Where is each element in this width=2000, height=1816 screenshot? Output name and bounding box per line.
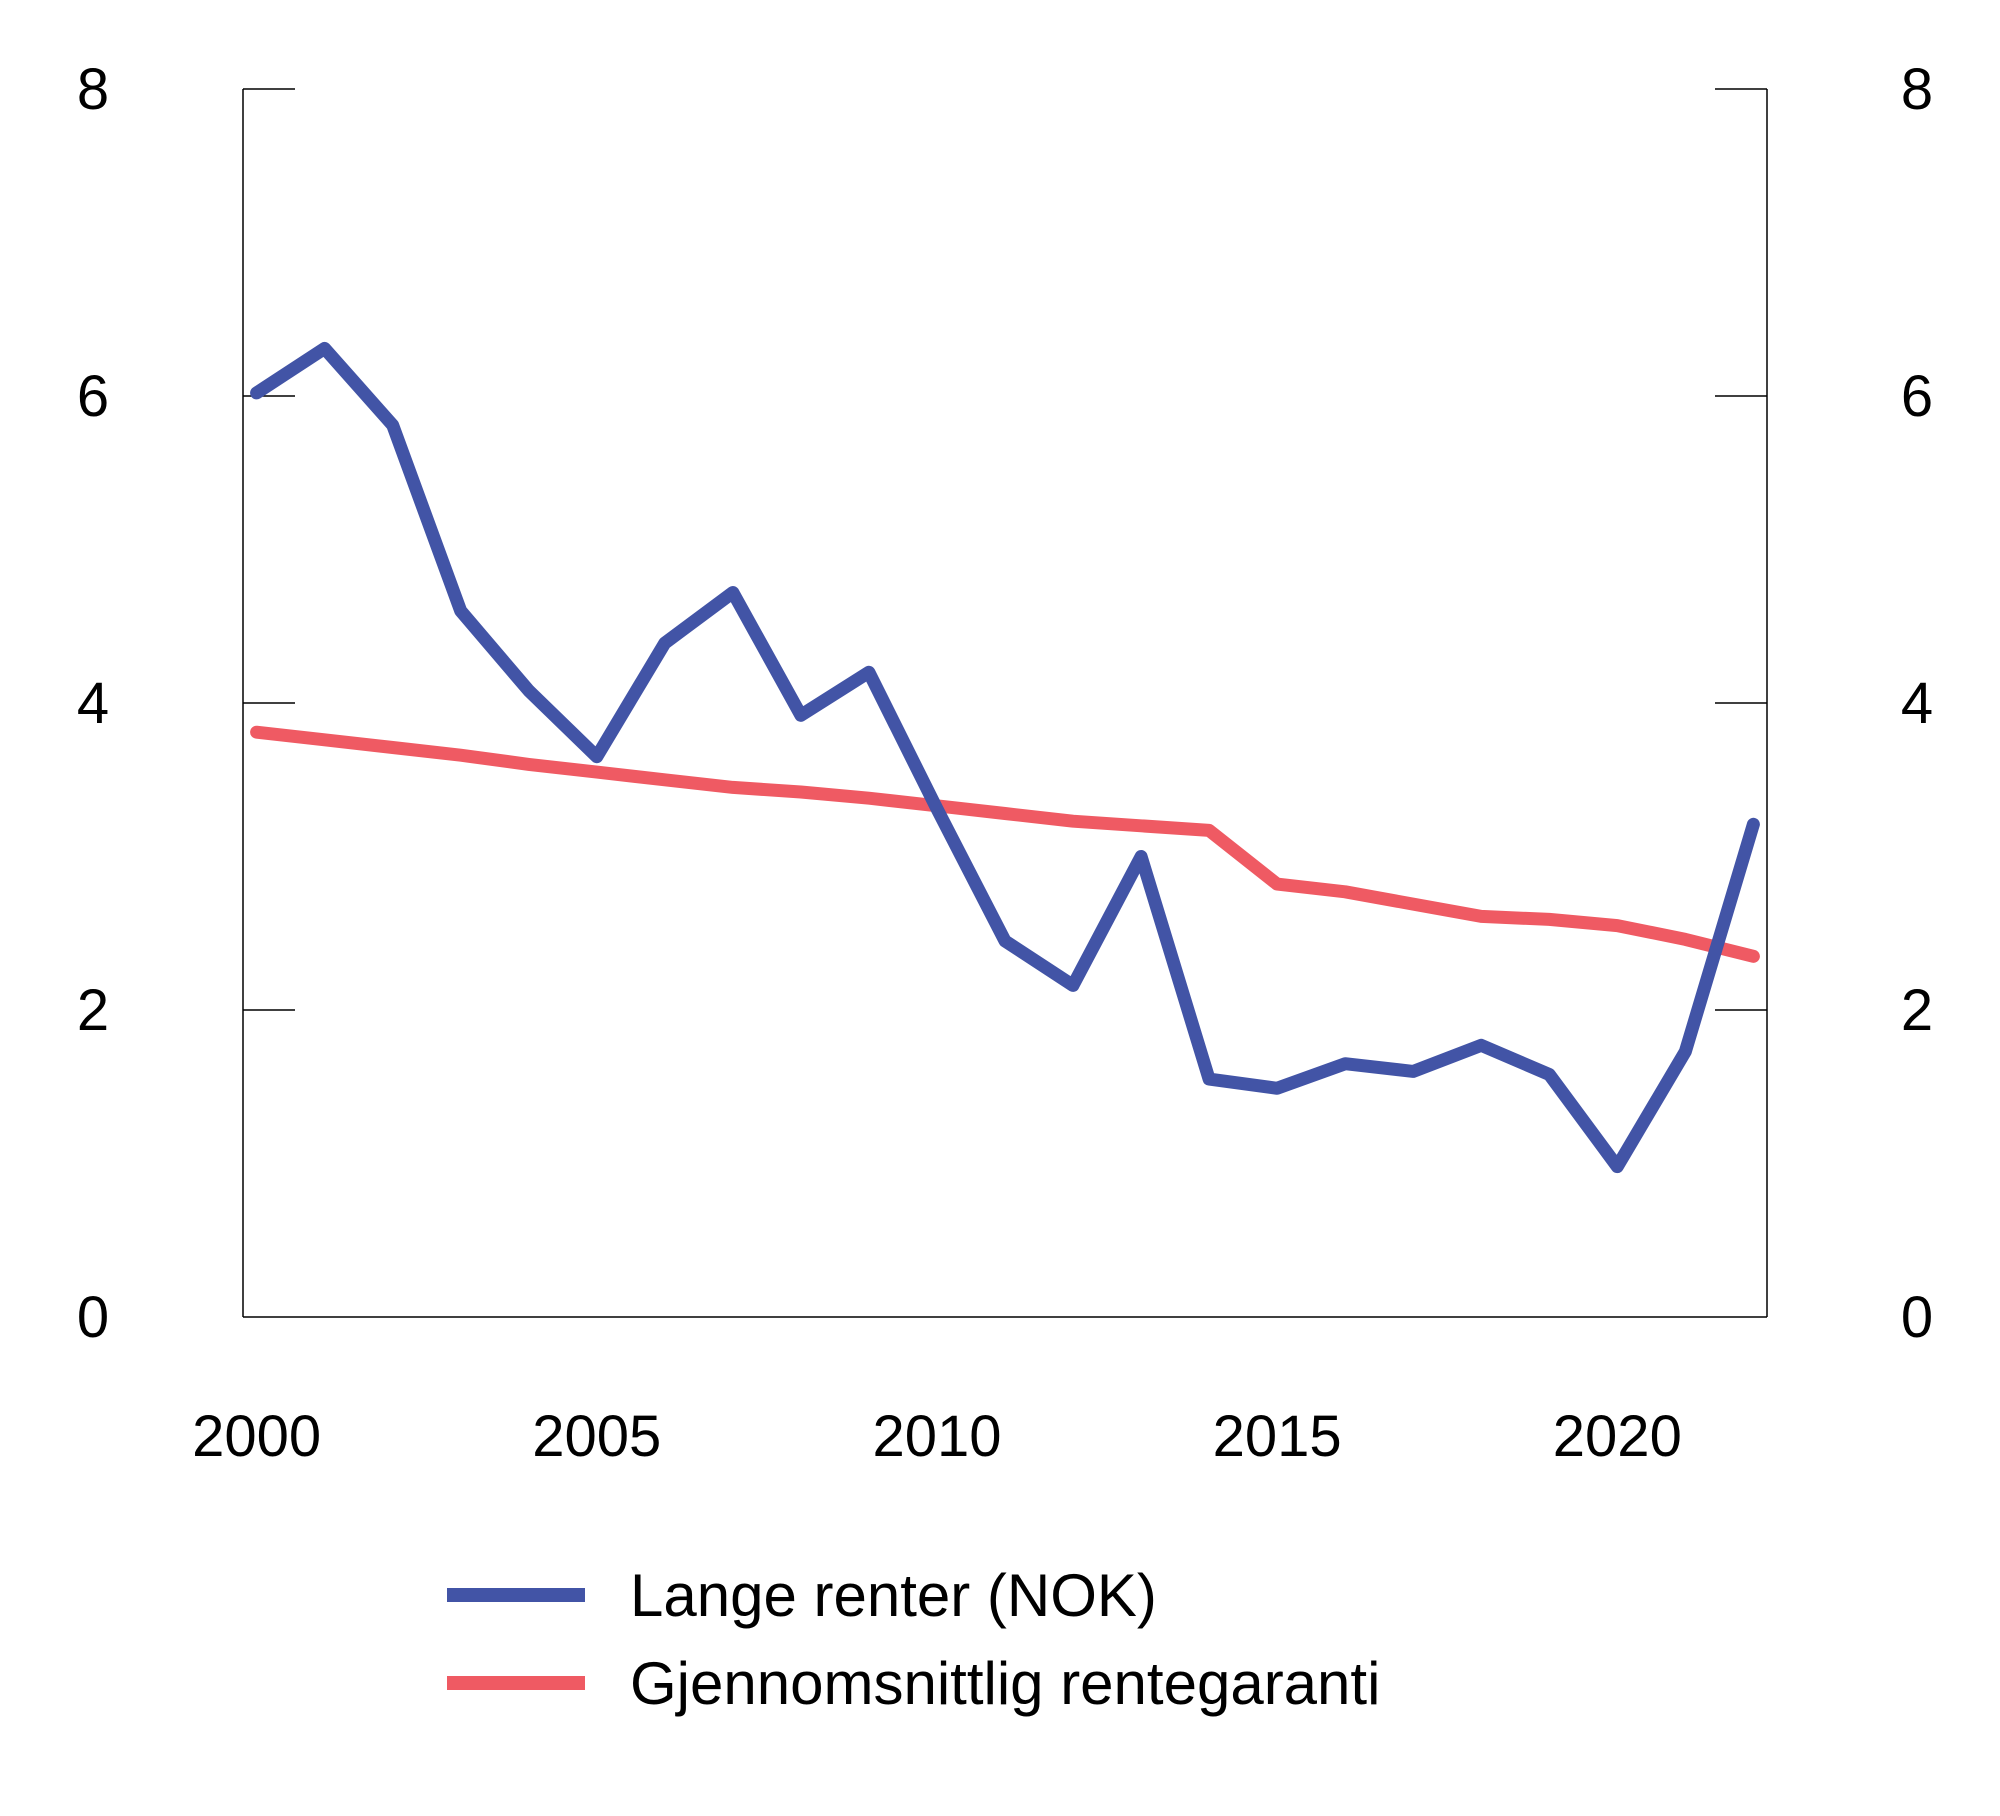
right-y-tick-label: 2 xyxy=(1901,978,1933,1043)
x-tick-label: 2020 xyxy=(1553,1404,1682,1469)
chart-legend: Lange renter (NOK) Gjennomsnittlig renteg… xyxy=(447,1562,1380,1717)
chart-ticks: 0 0 2 2 4 4 6 6 8 8 2000 2005 2010 2015 2020 xyxy=(77,57,1933,1469)
chart-axes xyxy=(242,89,1768,1318)
right-y-tick-label: 4 xyxy=(1901,671,1933,736)
x-tick-label: 2000 xyxy=(192,1404,321,1469)
left-y-tick-label: 0 xyxy=(77,1285,109,1350)
left-y-tick-label: 2 xyxy=(77,978,109,1043)
x-tick-label: 2005 xyxy=(532,1404,661,1469)
legend-item-rentegaranti: Gjennomsnittlig rentegaranti xyxy=(447,1650,1380,1717)
legend-label: Lange renter (NOK) xyxy=(630,1562,1157,1629)
legend-label: Gjennomsnittlig rentegaranti xyxy=(630,1650,1380,1717)
right-y-tick-label: 6 xyxy=(1901,364,1933,429)
legend-item-lange-renter: Lange renter (NOK) xyxy=(447,1562,1157,1629)
chart-series xyxy=(250,341,1760,1174)
x-tick-label: 2015 xyxy=(1213,1404,1342,1469)
left-y-tick-label: 6 xyxy=(77,364,109,429)
x-tick-label: 2010 xyxy=(872,1404,1001,1469)
left-y-tick-label: 8 xyxy=(77,57,109,122)
right-y-tick-label: 8 xyxy=(1901,57,1933,122)
series-line-lange-renter xyxy=(250,341,1760,1174)
right-y-tick-label: 0 xyxy=(1901,1285,1933,1350)
series-line-rentegaranti xyxy=(250,725,1760,963)
left-y-tick-label: 4 xyxy=(77,671,109,736)
